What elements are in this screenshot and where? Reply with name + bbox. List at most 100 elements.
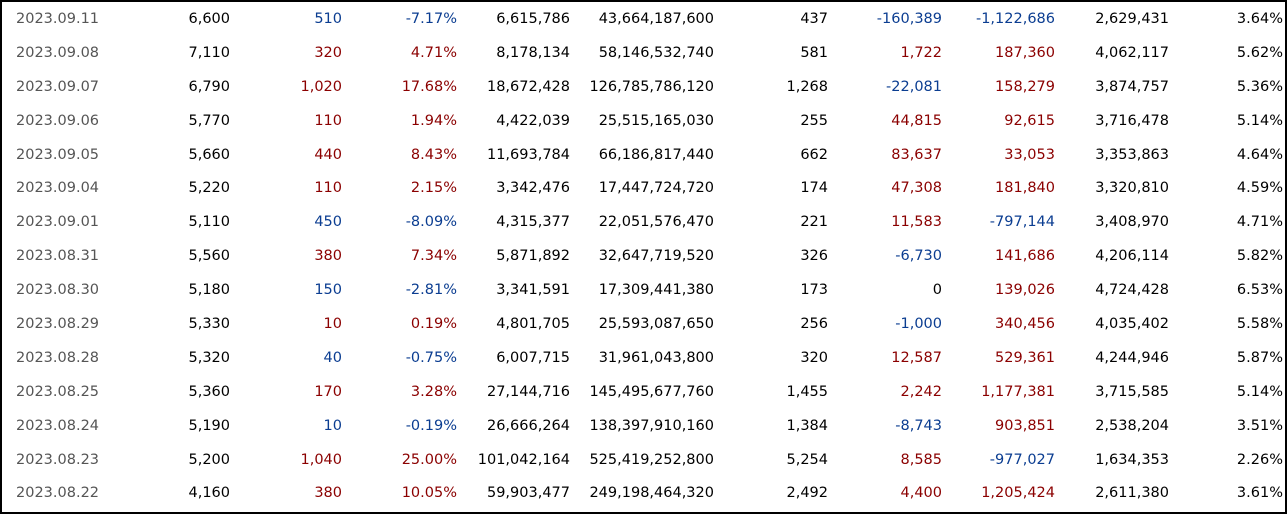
value-cell: 662 (800, 146, 828, 163)
value-cell: 3.64% (1236, 10, 1283, 27)
value-cell: 4,724,428 (1095, 282, 1169, 299)
value-cell: 5.14% (1236, 383, 1283, 400)
value-cell: 5,200 (188, 451, 230, 468)
value-cell: 6,007,715 (496, 349, 570, 366)
value-cell: 903,851 (995, 417, 1055, 434)
value-cell: 12,587 (891, 349, 942, 366)
value-cell: 3,408,970 (1095, 214, 1169, 231)
table-row: 2023.09.11 6,600 510 -7.17% 6,615,786 43,664,… (2, 2, 1285, 36)
value-cell: 326 (800, 248, 828, 265)
value-cell: 33,053 (1004, 146, 1055, 163)
value-cell: 2,629,431 (1095, 10, 1169, 27)
date-cell: 2023.09.05 (16, 146, 100, 163)
value-cell: -1,000 (895, 315, 942, 332)
value-cell: 1,177,381 (981, 383, 1055, 400)
value-cell: 4,422,039 (496, 112, 570, 129)
value-cell: 7.34% (410, 248, 457, 265)
value-cell: 1,384 (786, 417, 828, 434)
value-cell: 1,020 (300, 78, 342, 95)
value-cell: -797,144 (989, 214, 1055, 231)
value-cell: 3,342,476 (496, 180, 570, 197)
value-cell: 4,244,946 (1095, 349, 1169, 366)
value-cell: 440 (314, 146, 342, 163)
value-cell: 5,330 (188, 315, 230, 332)
value-cell: 5.14% (1236, 112, 1283, 129)
value-cell: 17,447,724,720 (598, 180, 714, 197)
value-cell: 40 (323, 349, 342, 366)
value-cell: 256 (800, 315, 828, 332)
value-cell: 4,160 (188, 485, 230, 502)
date-cell: 2023.09.08 (16, 44, 100, 61)
value-cell: 187,360 (995, 44, 1055, 61)
value-cell: 6,615,786 (496, 10, 570, 27)
value-cell: 138,397,910,160 (589, 417, 714, 434)
value-cell: 2,492 (786, 485, 828, 502)
date-cell: 2023.08.24 (16, 417, 100, 434)
value-cell: 8.43% (410, 146, 457, 163)
value-cell: -0.75% (405, 349, 457, 366)
table-row: 2023.09.04 5,220 110 2.15% 3,342,476 17,447,7… (2, 171, 1285, 205)
value-cell: 3.51% (1236, 417, 1283, 434)
date-cell: 2023.09.11 (16, 10, 100, 27)
value-cell: 4,062,117 (1095, 44, 1169, 61)
value-cell: 174 (800, 180, 828, 197)
value-cell: 525,419,252,800 (589, 451, 714, 468)
table-row: 2023.09.01 5,110 450 -8.09% 4,315,377 22,051,… (2, 205, 1285, 239)
value-cell: 58,146,532,740 (598, 44, 714, 61)
value-cell: -8,743 (895, 417, 942, 434)
value-cell: 31,961,043,800 (598, 349, 714, 366)
value-cell: 4,801,705 (496, 315, 570, 332)
table-row: 2023.08.25 5,360 170 3.28% 27,144,716 145,495… (2, 375, 1285, 409)
value-cell: -6,730 (895, 248, 942, 265)
value-cell: 1,268 (786, 78, 828, 95)
value-cell: 3.28% (410, 383, 457, 400)
value-cell: 110 (314, 112, 342, 129)
value-cell: 3,353,863 (1095, 146, 1169, 163)
value-cell: 0 (932, 282, 942, 299)
date-cell: 2023.08.22 (16, 485, 100, 502)
value-cell: 5,180 (188, 282, 230, 299)
table-row: 2023.09.06 5,770 110 1.94% 4,422,039 25,515,1… (2, 104, 1285, 138)
value-cell: 3,341,591 (496, 282, 570, 299)
value-cell: 17,309,441,380 (598, 282, 714, 299)
value-cell: 5,190 (188, 417, 230, 434)
value-cell: 43,664,187,600 (598, 10, 714, 27)
value-cell: 92,615 (1004, 112, 1055, 129)
value-cell: 4,206,114 (1095, 248, 1169, 265)
value-cell: 437 (800, 10, 828, 27)
table-row: 2023.08.23 5,200 1,040 25.00% 101,042,164 525… (2, 443, 1285, 477)
value-cell: -8.09% (405, 214, 457, 231)
value-cell: 139,026 (995, 282, 1055, 299)
value-cell: 18,672,428 (486, 78, 570, 95)
value-cell: 2,242 (900, 383, 942, 400)
value-cell: 3,716,478 (1095, 112, 1169, 129)
value-cell: -977,027 (989, 451, 1055, 468)
value-cell: 3,320,810 (1095, 180, 1169, 197)
value-cell: 101,042,164 (477, 451, 570, 468)
value-cell: 581 (800, 44, 828, 61)
value-cell: 249,198,464,320 (589, 485, 714, 502)
value-cell: 10 (323, 315, 342, 332)
date-cell: 2023.09.07 (16, 78, 100, 95)
value-cell: 32,647,719,520 (598, 248, 714, 265)
value-cell: 2,538,204 (1095, 417, 1169, 434)
value-cell: 59,903,477 (486, 485, 570, 502)
value-cell: 1,040 (300, 451, 342, 468)
value-cell: 320 (800, 349, 828, 366)
date-cell: 2023.08.31 (16, 248, 100, 265)
value-cell: 5.82% (1236, 248, 1283, 265)
date-cell: 2023.09.06 (16, 112, 100, 129)
value-cell: 110 (314, 180, 342, 197)
value-cell: -7.17% (405, 10, 457, 27)
value-cell: 5,360 (188, 383, 230, 400)
value-cell: 8,585 (900, 451, 942, 468)
value-cell: 11,583 (891, 214, 942, 231)
value-cell: 4.64% (1236, 146, 1283, 163)
value-cell: 158,279 (995, 78, 1055, 95)
value-cell: 510 (314, 10, 342, 27)
value-cell: 5,220 (188, 180, 230, 197)
value-cell: 25,515,165,030 (598, 112, 714, 129)
value-cell: 320 (314, 44, 342, 61)
value-cell: 173 (800, 282, 828, 299)
